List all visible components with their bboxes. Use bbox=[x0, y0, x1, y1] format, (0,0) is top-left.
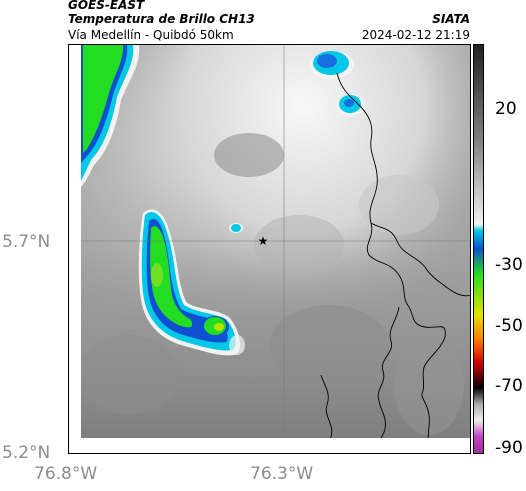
colorbar-tick-minus30: -30 bbox=[495, 255, 523, 275]
organization-label: SIATA bbox=[432, 12, 470, 26]
satellite-map: ★ bbox=[68, 44, 471, 454]
colorbar-tick-20: 20 bbox=[495, 99, 517, 119]
lat-label-5.2: 5.2°N bbox=[2, 443, 51, 463]
timestamp-label: 2024-02-12 21:19 bbox=[361, 28, 470, 42]
map-image: ★ bbox=[69, 45, 470, 453]
route-point-star: ★ bbox=[258, 234, 269, 248]
colorbar-tick-minus90: -90 bbox=[495, 438, 523, 458]
product-title: Temperatura de Brillo CH13 bbox=[68, 12, 255, 26]
lon-label-76.8: 76.8°W bbox=[34, 464, 98, 484]
colorbar-tick-minus50: -50 bbox=[495, 316, 523, 336]
colorbar-gradient bbox=[474, 45, 483, 453]
colorbar bbox=[473, 44, 484, 454]
route-subtitle: Vía Medellín - Quibdó 50km bbox=[68, 28, 234, 42]
lon-label-76.3: 76.3°W bbox=[250, 464, 314, 484]
lat-label-5.7: 5.7°N bbox=[2, 232, 51, 252]
satellite-title: GOES-EAST bbox=[68, 0, 145, 12]
colorbar-tick-minus70: -70 bbox=[495, 376, 523, 396]
